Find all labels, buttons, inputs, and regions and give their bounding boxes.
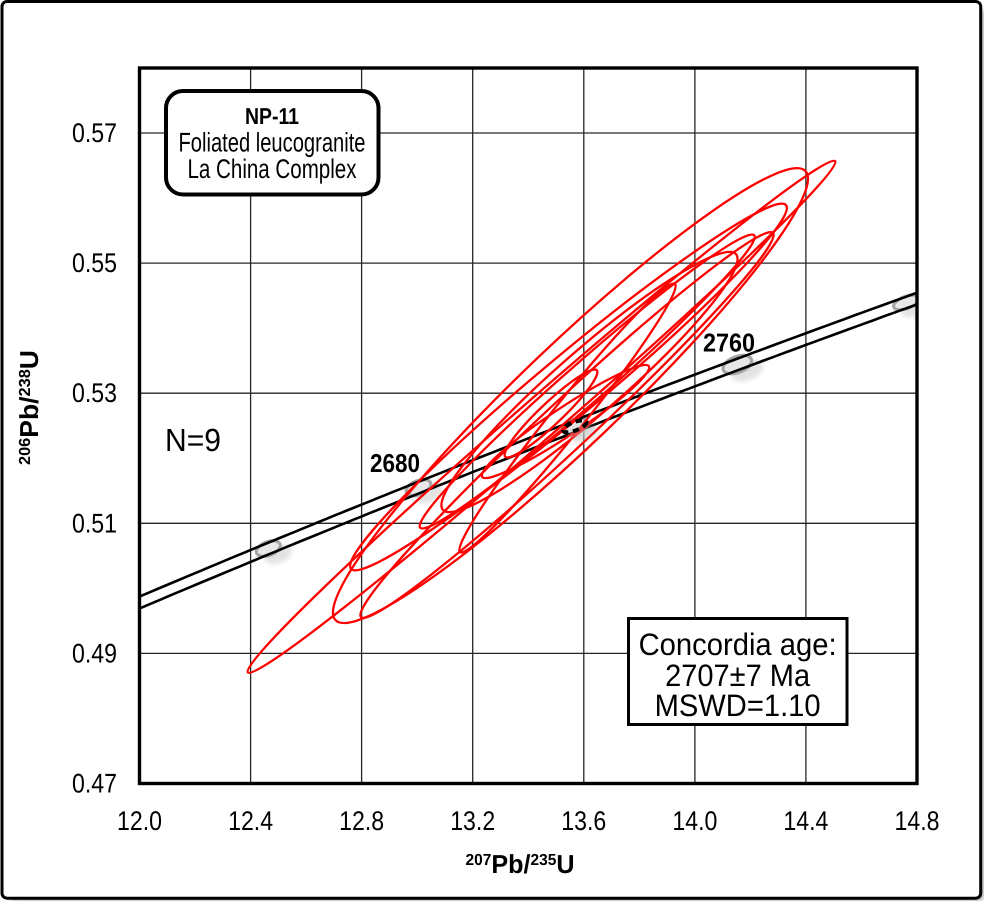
svg-text:13.2: 13.2 — [450, 806, 495, 836]
svg-text:13.6: 13.6 — [561, 806, 606, 836]
svg-text:Foliated leucogranite: Foliated leucogranite — [179, 128, 366, 158]
svg-text:0.51: 0.51 — [72, 508, 117, 538]
svg-text:0.57: 0.57 — [72, 118, 117, 148]
svg-text:2707±7 Ma: 2707±7 Ma — [665, 658, 811, 693]
svg-text:14.8: 14.8 — [895, 806, 940, 836]
svg-text:N=9: N=9 — [165, 422, 221, 458]
svg-text:12.8: 12.8 — [339, 806, 384, 836]
svg-text:0.53: 0.53 — [72, 378, 117, 408]
svg-text:La China Complex: La China Complex — [188, 154, 357, 184]
svg-text:Concordia age:: Concordia age: — [639, 627, 837, 662]
svg-text:12.0: 12.0 — [117, 806, 162, 836]
svg-text:0.55: 0.55 — [72, 248, 117, 278]
svg-text:12.4: 12.4 — [228, 806, 273, 836]
svg-text:14.0: 14.0 — [672, 806, 717, 836]
svg-text:0.47: 0.47 — [72, 769, 117, 799]
svg-text:14.4: 14.4 — [783, 806, 828, 836]
svg-text:2680: 2680 — [370, 448, 420, 478]
svg-text:0.49: 0.49 — [72, 638, 117, 668]
svg-text:MSWD=1.10: MSWD=1.10 — [655, 688, 821, 723]
svg-text:207Pb/235U: 207Pb/235U — [466, 849, 575, 879]
svg-text:2760: 2760 — [703, 328, 755, 358]
svg-text:NP-11: NP-11 — [245, 103, 299, 129]
svg-text:206Pb/238U: 206Pb/238U — [14, 350, 44, 465]
